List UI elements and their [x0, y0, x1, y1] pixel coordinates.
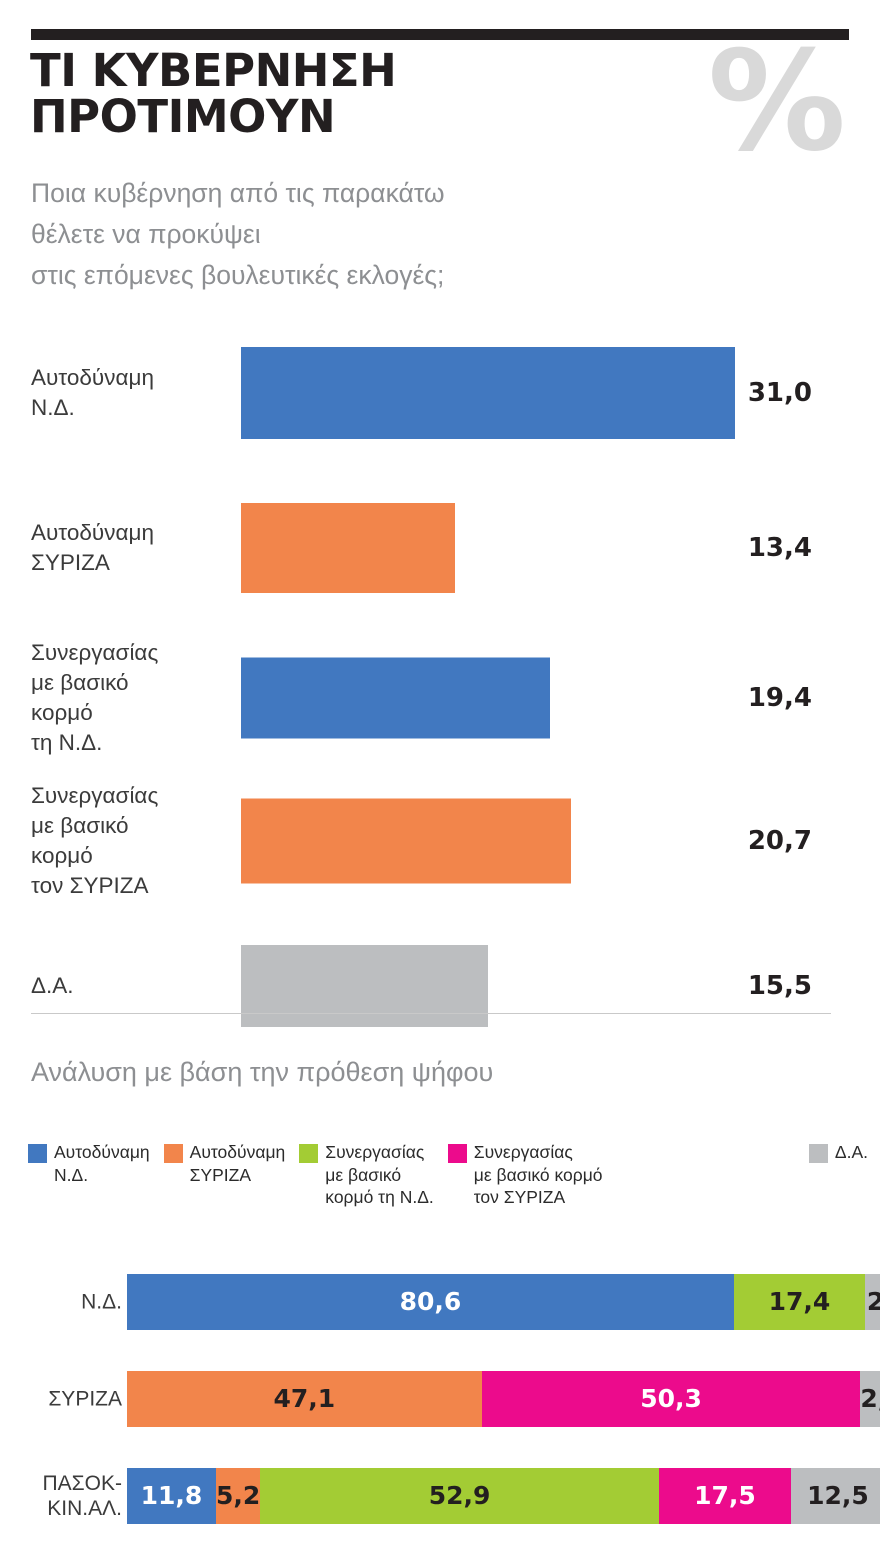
bar-fill: [241, 657, 551, 739]
bar-value-label: 31,0: [747, 378, 812, 408]
bar-fill: [241, 347, 735, 439]
legend-item: Δ.Α.: [808, 1141, 868, 1164]
stacked-bar-segment: 17,5: [658, 1467, 791, 1524]
bar-fill: [241, 503, 455, 593]
stacked-bar-label: ΣΥΡΙΖΑ: [48, 1387, 122, 1410]
stacked-bar-segment: 11,8: [127, 1467, 216, 1524]
legend-swatch-icon: [299, 1144, 319, 1163]
bar-track: [241, 503, 455, 593]
legend-item: Αυτοδύναμη ΣΥΡΙΖΑ: [163, 1141, 286, 1186]
bar-value-label: 13,4: [747, 533, 812, 563]
legend-label: Αυτοδύναμη ΣΥΡΙΖΑ: [189, 1142, 286, 1185]
stacked-bar-row: Ν.Δ. 80,6 17,4 2: [0, 1253, 880, 1350]
legend-item: Αυτοδύναμη Ν.Δ.: [28, 1141, 150, 1186]
bar-track: [241, 657, 551, 739]
stacked-bar-segment: 52,9: [260, 1467, 659, 1524]
bar-track: [241, 944, 488, 1027]
bar-fill: [241, 798, 571, 883]
stacked-bar-segment: 80,6: [127, 1273, 734, 1330]
bar-row: Αυτοδύναμη ΣΥΡΙΖΑ 13,4: [0, 468, 880, 628]
stacked-bar-segment: 17,4: [733, 1273, 865, 1330]
stacked-bar-segment: 47,1: [127, 1370, 482, 1427]
legend-swatch-icon: [808, 1144, 828, 1163]
chart-legend: Αυτοδύναμη Ν.Δ. Αυτοδύναμη ΣΥΡΙΖΑ Συνεργασ…: [28, 1141, 868, 1209]
bar-value-label: 19,4: [747, 683, 812, 713]
stacked-bar-segment: 50,3: [481, 1370, 861, 1427]
legend-swatch-icon: [163, 1144, 183, 1163]
section-divider: [31, 1013, 831, 1014]
bar-label: Αυτοδύναμη ΣΥΡΙΖΑ: [31, 520, 154, 575]
stacked-bar-row: ΠΑΣΟΚ- ΚΙΝ.ΑΛ. 11,8 5,2 52,9 17,5 12,5: [0, 1447, 880, 1544]
stacked-bar-label: ΠΑΣΟΚ- ΚΙΝ.ΑΛ.: [42, 1471, 123, 1520]
bar-row: Συνεργασίας με βασικό κορμό τον ΣΥΡΙΖΑ 20…: [0, 768, 880, 913]
bar-row: Αυτοδύναμη Ν.Δ. 31,0: [0, 318, 880, 468]
page-title: ΤΙ ΚΥΒΕΡΝΗΣΗ ΠΡΟΤΙΜΟΥΝ: [30, 44, 397, 143]
bar-label: Αυτοδύναμη Ν.Δ.: [31, 365, 154, 420]
bar-track: [241, 347, 735, 439]
stacked-bar-track: 80,6 17,4 2: [127, 1273, 880, 1330]
legend-label: Δ.Α.: [834, 1142, 868, 1162]
percent-symbol-watermark: %: [707, 21, 846, 182]
stacked-bar-segment: 2: [864, 1273, 880, 1330]
bar-row: Συνεργασίας με βασικό κορμό τη Ν.Δ. 19,4: [0, 628, 880, 768]
stacked-bar-track: 11,8 5,2 52,9 17,5 12,5: [127, 1467, 880, 1524]
bar-fill: [241, 944, 488, 1027]
stacked-bar-segment: 2,6: [860, 1370, 880, 1427]
legend-label: Αυτοδύναμη Ν.Δ.: [54, 1142, 150, 1185]
stacked-bar-track: 47,150,32,6: [127, 1370, 880, 1427]
stacked-bar-label: Ν.Δ.: [81, 1290, 122, 1313]
bar-label: Συνεργασίας με βασικό κορμό τη Ν.Δ.: [31, 640, 159, 755]
bar-row: Δ.Α. 15,5: [0, 913, 880, 1058]
bar-label: Συνεργασίας με βασικό κορμό τον ΣΥΡΙΖΑ: [31, 782, 159, 898]
legend-item: Συνεργασίας με βασικό κορμό τη Ν.Δ.: [299, 1141, 434, 1209]
bar-label: Δ.Α.: [31, 972, 74, 998]
survey-question-subtitle: Ποια κυβέρνηση από τις παρακάτω θέλετε ν…: [31, 178, 445, 290]
stacked-bar-segment: 12,5: [790, 1467, 880, 1524]
analysis-section-title: Ανάλυση με βάση την πρόθεση ψήφου: [31, 1057, 494, 1087]
legend-label: Συνεργασίας με βασικό κορμό τον ΣΥΡΙΖΑ: [473, 1142, 603, 1207]
top-rule-divider: [31, 29, 849, 40]
bar-track: [241, 798, 571, 883]
stacked-bar-segment: 5,2: [215, 1467, 261, 1524]
legend-label: Συνεργασίας με βασικό κορμό τη Ν.Δ.: [325, 1142, 434, 1207]
bar-value-label: 20,7: [747, 825, 812, 856]
preference-bar-chart: Αυτοδύναμη Ν.Δ. 31,0 Αυτοδύναμη ΣΥΡΙΖΑ 13,4…: [0, 318, 880, 1058]
bar-value-label: 15,5: [747, 970, 812, 1001]
legend-swatch-icon: [447, 1144, 467, 1163]
legend-swatch-icon: [28, 1144, 47, 1163]
legend-item: Συνεργασίας με βασικό κορμό τον ΣΥΡΙΖΑ: [447, 1141, 603, 1209]
